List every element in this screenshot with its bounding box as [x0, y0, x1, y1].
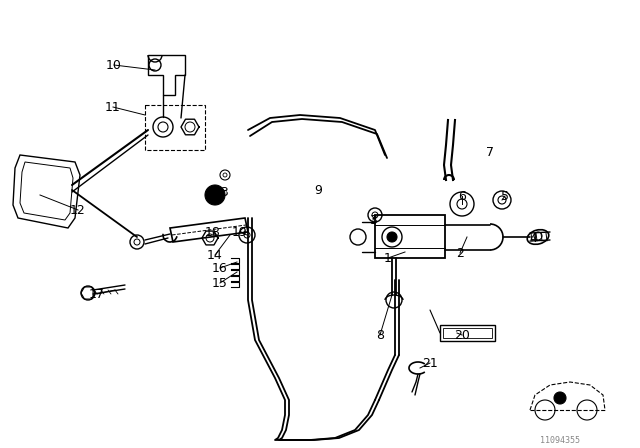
Bar [443, 328, 492, 338]
Text: 9: 9 [314, 184, 322, 197]
Text: 12: 12 [70, 203, 86, 216]
Text: 15: 15 [212, 276, 228, 289]
Text: 5: 5 [501, 190, 509, 202]
Text: 11: 11 [105, 100, 121, 113]
Circle shape [554, 392, 566, 404]
Text: 3: 3 [369, 214, 377, 227]
Text: 8: 8 [376, 328, 384, 341]
Text: 13: 13 [214, 185, 230, 198]
Text: 14: 14 [207, 249, 223, 262]
Text: 19: 19 [232, 225, 248, 238]
Text: 16: 16 [212, 262, 228, 275]
Text: 2: 2 [456, 246, 464, 259]
Circle shape [205, 185, 225, 205]
Text: 11094355: 11094355 [540, 435, 580, 444]
Text: 7: 7 [486, 146, 494, 159]
Text: 17: 17 [89, 288, 105, 301]
Text: 6: 6 [458, 190, 466, 202]
Bar [440, 325, 495, 341]
Circle shape [387, 232, 397, 242]
Text: 10: 10 [106, 59, 122, 72]
Bar [145, 105, 205, 150]
Text: 1: 1 [384, 251, 392, 264]
Text: 4: 4 [529, 232, 537, 245]
Text: 20: 20 [454, 328, 470, 341]
Text: 18: 18 [205, 225, 221, 238]
Text: 21: 21 [422, 357, 438, 370]
